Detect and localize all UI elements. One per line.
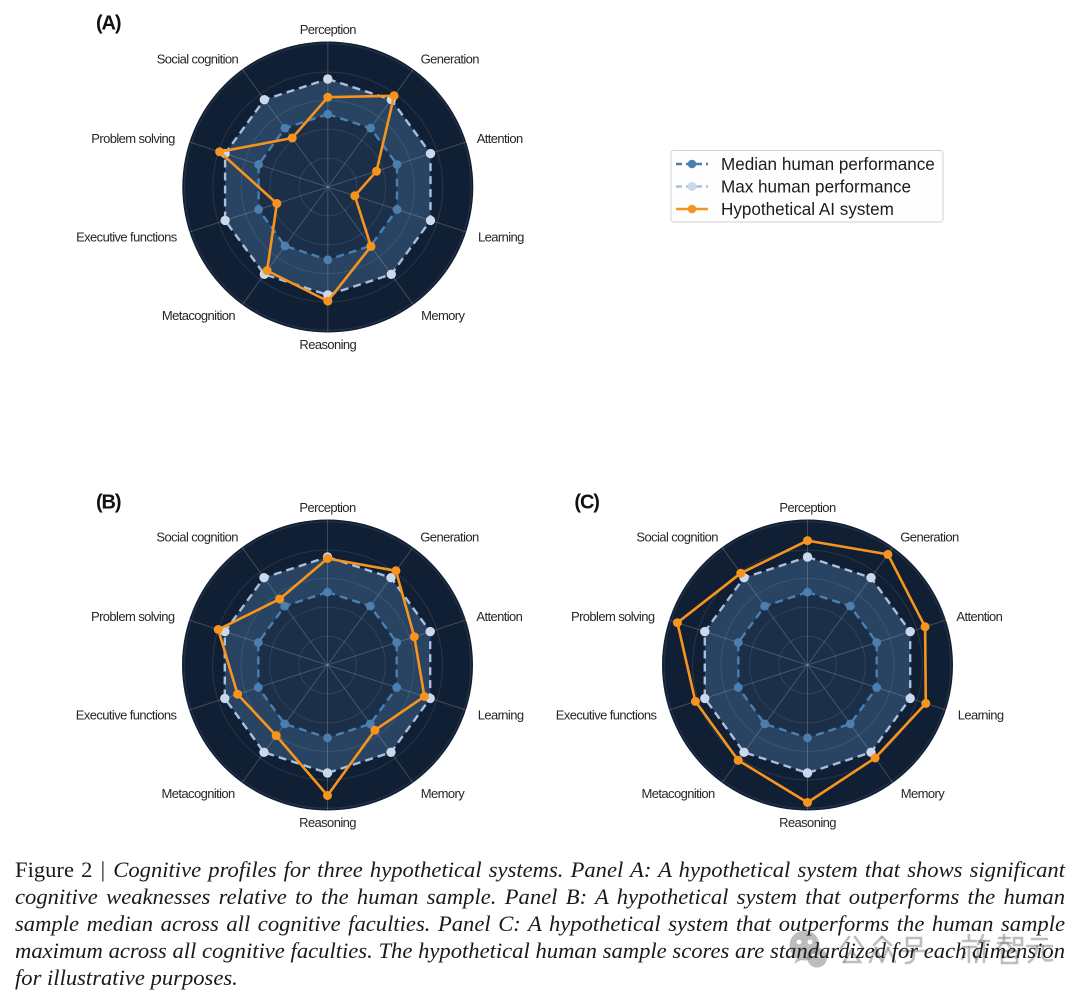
svg-text:Problem solving: Problem solving bbox=[91, 131, 175, 146]
svg-text:(C): (C) bbox=[574, 492, 599, 514]
svg-text:Perception: Perception bbox=[299, 500, 356, 515]
svg-text:Social cognition: Social cognition bbox=[156, 529, 238, 544]
svg-text:Reasoning: Reasoning bbox=[779, 815, 836, 830]
svg-text:(A): (A) bbox=[96, 12, 121, 34]
svg-text:Max human performance: Max human performance bbox=[721, 177, 911, 196]
svg-text:Metacognition: Metacognition bbox=[162, 308, 236, 323]
svg-text:Executive functions: Executive functions bbox=[556, 708, 658, 723]
svg-text:Reasoning: Reasoning bbox=[299, 337, 356, 352]
svg-text:Problem solving: Problem solving bbox=[91, 609, 175, 624]
svg-text:Executive functions: Executive functions bbox=[76, 230, 178, 245]
svg-text:Memory: Memory bbox=[421, 308, 465, 323]
svg-text:Generation: Generation bbox=[900, 529, 959, 544]
svg-text:Hypothetical AI system: Hypothetical AI system bbox=[721, 200, 894, 219]
svg-text:Memory: Memory bbox=[421, 786, 465, 801]
svg-text:Social cognition: Social cognition bbox=[636, 529, 718, 544]
svg-text:Memory: Memory bbox=[901, 786, 945, 801]
svg-text:Perception: Perception bbox=[300, 22, 357, 37]
svg-text:Attention: Attention bbox=[476, 609, 522, 624]
svg-text:Generation: Generation bbox=[420, 529, 479, 544]
svg-text:Metacognition: Metacognition bbox=[642, 786, 716, 801]
svg-text:Metacognition: Metacognition bbox=[162, 786, 236, 801]
svg-text:Attention: Attention bbox=[956, 609, 1002, 624]
svg-text:Learning: Learning bbox=[958, 708, 1004, 723]
svg-text:Learning: Learning bbox=[478, 708, 524, 723]
svg-text:Problem solving: Problem solving bbox=[571, 609, 655, 624]
svg-text:Attention: Attention bbox=[477, 131, 523, 146]
svg-text:(B): (B) bbox=[96, 492, 121, 514]
svg-text:Generation: Generation bbox=[421, 51, 480, 66]
svg-text:Executive functions: Executive functions bbox=[76, 708, 178, 723]
svg-text:Perception: Perception bbox=[779, 500, 836, 515]
svg-text:Learning: Learning bbox=[478, 230, 524, 245]
svg-text:Median human performance: Median human performance bbox=[721, 155, 935, 174]
svg-text:Reasoning: Reasoning bbox=[299, 815, 356, 830]
svg-text:Social cognition: Social cognition bbox=[157, 51, 239, 66]
